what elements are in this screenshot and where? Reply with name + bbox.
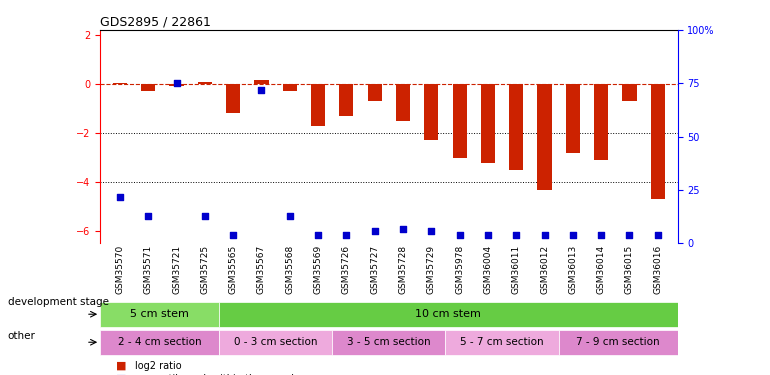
Text: GDS2895 / 22861: GDS2895 / 22861 xyxy=(100,16,211,29)
Text: ■: ■ xyxy=(116,361,126,370)
Point xyxy=(454,232,466,238)
Point xyxy=(227,232,239,238)
Text: 2 - 4 cm section: 2 - 4 cm section xyxy=(118,337,202,347)
FancyBboxPatch shape xyxy=(332,330,446,355)
Point xyxy=(170,80,182,86)
Text: GSM36012: GSM36012 xyxy=(540,244,549,294)
Text: GSM35729: GSM35729 xyxy=(427,244,436,294)
Point xyxy=(595,232,608,238)
Text: GSM35567: GSM35567 xyxy=(257,244,266,294)
Point xyxy=(199,213,211,219)
FancyBboxPatch shape xyxy=(100,330,219,355)
Text: development stage: development stage xyxy=(8,297,109,307)
Bar xyxy=(311,84,325,126)
Point xyxy=(538,232,551,238)
Text: GSM36011: GSM36011 xyxy=(512,244,521,294)
Bar xyxy=(622,84,637,101)
Point xyxy=(397,225,409,231)
Text: ■: ■ xyxy=(116,374,126,375)
Point xyxy=(510,232,522,238)
Text: GSM35571: GSM35571 xyxy=(144,244,152,294)
Text: 5 - 7 cm section: 5 - 7 cm section xyxy=(460,337,544,347)
Text: GSM35721: GSM35721 xyxy=(172,244,181,294)
Bar xyxy=(509,84,524,170)
Bar xyxy=(566,84,580,153)
Point xyxy=(651,232,664,238)
Point xyxy=(114,194,126,200)
Bar xyxy=(594,84,608,160)
Bar xyxy=(367,84,382,101)
FancyBboxPatch shape xyxy=(100,302,219,327)
Bar xyxy=(283,84,297,92)
Text: GSM35725: GSM35725 xyxy=(200,244,209,294)
Text: GSM35727: GSM35727 xyxy=(370,244,379,294)
Text: GSM35728: GSM35728 xyxy=(399,244,407,294)
Text: other: other xyxy=(8,331,35,340)
Bar xyxy=(141,84,156,92)
Text: 7 - 9 cm section: 7 - 9 cm section xyxy=(576,337,660,347)
Text: GSM36014: GSM36014 xyxy=(597,244,606,294)
Text: percentile rank within the sample: percentile rank within the sample xyxy=(135,374,300,375)
Bar xyxy=(198,81,212,84)
Text: GSM35569: GSM35569 xyxy=(313,244,323,294)
Bar xyxy=(396,84,410,121)
Bar xyxy=(113,83,127,84)
Text: GSM36015: GSM36015 xyxy=(625,244,634,294)
Text: GSM36013: GSM36013 xyxy=(568,244,578,294)
Point xyxy=(624,232,636,238)
Bar xyxy=(480,84,495,162)
FancyBboxPatch shape xyxy=(559,330,678,355)
Text: GSM35978: GSM35978 xyxy=(455,244,464,294)
Text: 10 cm stem: 10 cm stem xyxy=(415,309,481,319)
Text: log2 ratio: log2 ratio xyxy=(135,361,182,370)
Bar xyxy=(340,84,353,116)
FancyBboxPatch shape xyxy=(446,330,559,355)
Text: 5 cm stem: 5 cm stem xyxy=(130,309,189,319)
Point xyxy=(369,228,381,234)
Text: 3 - 5 cm section: 3 - 5 cm section xyxy=(347,337,430,347)
FancyBboxPatch shape xyxy=(219,330,332,355)
Point xyxy=(312,232,324,238)
Point xyxy=(425,228,437,234)
Bar xyxy=(453,84,467,158)
Point xyxy=(482,232,494,238)
Text: GSM35565: GSM35565 xyxy=(229,244,238,294)
Text: GSM36016: GSM36016 xyxy=(653,244,662,294)
Text: GSM36004: GSM36004 xyxy=(484,244,493,294)
Point xyxy=(142,213,155,219)
Bar xyxy=(169,84,183,87)
Point xyxy=(340,232,353,238)
Bar xyxy=(537,84,551,189)
Text: GSM35726: GSM35726 xyxy=(342,244,351,294)
Bar xyxy=(226,84,240,113)
Text: GSM35568: GSM35568 xyxy=(285,244,294,294)
Point xyxy=(567,232,579,238)
Bar xyxy=(424,84,438,140)
Point xyxy=(256,87,268,93)
Bar xyxy=(651,84,665,200)
Text: GSM35570: GSM35570 xyxy=(116,244,125,294)
Bar xyxy=(254,80,269,84)
Text: 0 - 3 cm section: 0 - 3 cm section xyxy=(234,337,317,347)
FancyBboxPatch shape xyxy=(219,302,678,327)
Point xyxy=(283,213,296,219)
